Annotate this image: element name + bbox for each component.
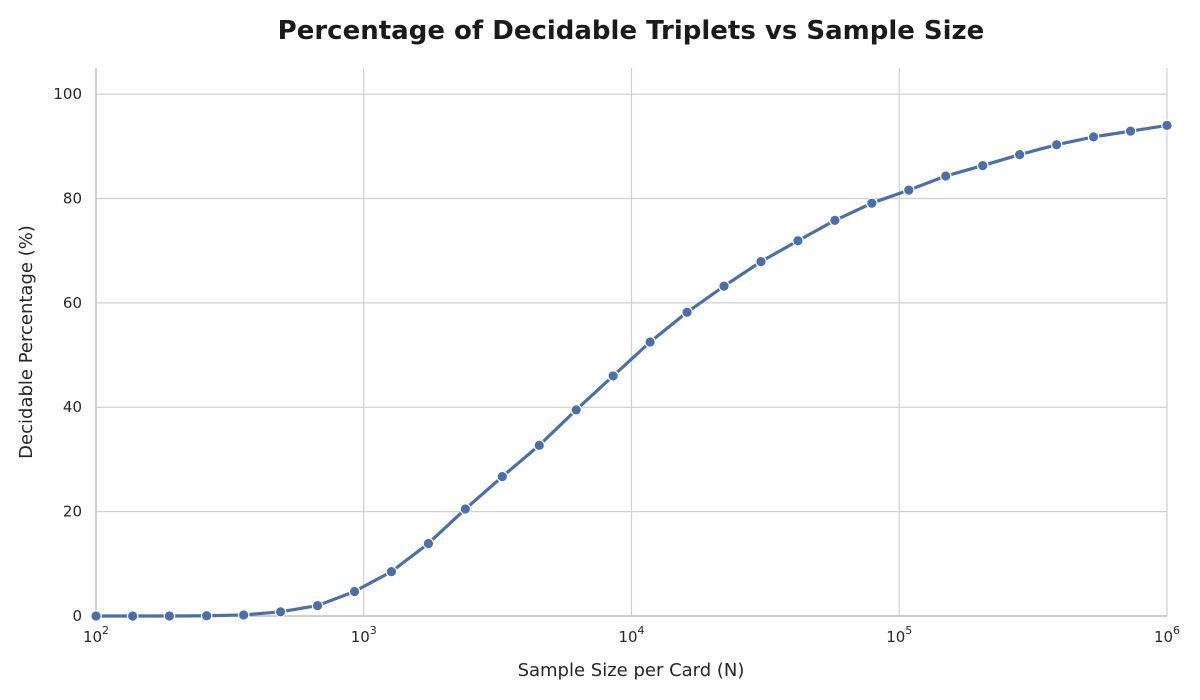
data-point — [792, 234, 804, 247]
axes-spines — [95, 68, 1167, 617]
data-point — [385, 565, 398, 578]
data-point — [274, 606, 287, 618]
data-point — [163, 610, 176, 622]
series-group — [90, 119, 1173, 622]
data-point — [607, 370, 619, 382]
x-tick-exponent: 2 — [102, 624, 109, 637]
x-tick-base: 10 — [351, 628, 370, 646]
data-point — [311, 599, 324, 612]
data-point — [90, 610, 102, 622]
y-tick-label: 0 — [72, 607, 82, 625]
data-point — [902, 184, 915, 196]
x-tick-label: 105 — [886, 624, 912, 646]
data-point — [939, 170, 952, 182]
data-point — [829, 214, 841, 227]
data-point — [1087, 131, 1100, 143]
x-tick-label: 104 — [618, 624, 644, 646]
data-point — [755, 255, 767, 268]
y-tick-label: 100 — [53, 85, 82, 103]
x-axis-label: Sample Size per Card (N) — [518, 660, 745, 681]
x-tick-base: 10 — [618, 628, 637, 646]
data-point — [1050, 138, 1063, 151]
y-tick-labels: 0 20 40 60 80 100 — [53, 85, 82, 625]
data-point — [348, 585, 361, 598]
data-point — [718, 280, 730, 292]
series-line — [94, 123, 1169, 618]
y-tick-label: 60 — [63, 294, 82, 312]
x-tick-label: 106 — [1154, 624, 1180, 646]
x-tick-base: 10 — [83, 628, 102, 646]
grid — [96, 68, 1168, 616]
data-point — [459, 503, 472, 515]
data-point — [533, 439, 546, 452]
x-tick-exponent: 4 — [638, 624, 645, 637]
x-tick-label: 102 — [83, 624, 109, 646]
x-tick-base: 10 — [886, 628, 905, 646]
data-point — [1124, 125, 1137, 137]
y-axis-label: Decidable Percentage (%) — [16, 225, 37, 459]
data-point — [866, 197, 878, 209]
chart-title: Percentage of Decidable Triplets vs Samp… — [278, 16, 985, 46]
x-tick-exponent: 6 — [1173, 624, 1180, 637]
data-point — [237, 609, 250, 621]
x-tick-exponent: 3 — [370, 624, 377, 637]
data-point — [976, 159, 989, 172]
data-point — [1013, 148, 1026, 161]
x-tick-exponent: 5 — [905, 624, 912, 637]
data-point — [422, 537, 435, 550]
y-tick-label: 20 — [63, 503, 82, 521]
data-point — [644, 336, 656, 348]
data-point — [126, 610, 139, 622]
data-point — [1161, 119, 1173, 132]
data-point — [570, 404, 582, 416]
data-point — [200, 609, 213, 622]
y-tick-label: 80 — [63, 189, 82, 207]
x-tick-labels: 102 103 104 105 106 — [83, 624, 1180, 646]
x-tick-label: 103 — [351, 624, 377, 646]
data-point — [496, 470, 509, 483]
x-tick-base: 10 — [1154, 628, 1173, 646]
data-point — [681, 306, 693, 319]
y-tick-label: 40 — [63, 398, 82, 416]
